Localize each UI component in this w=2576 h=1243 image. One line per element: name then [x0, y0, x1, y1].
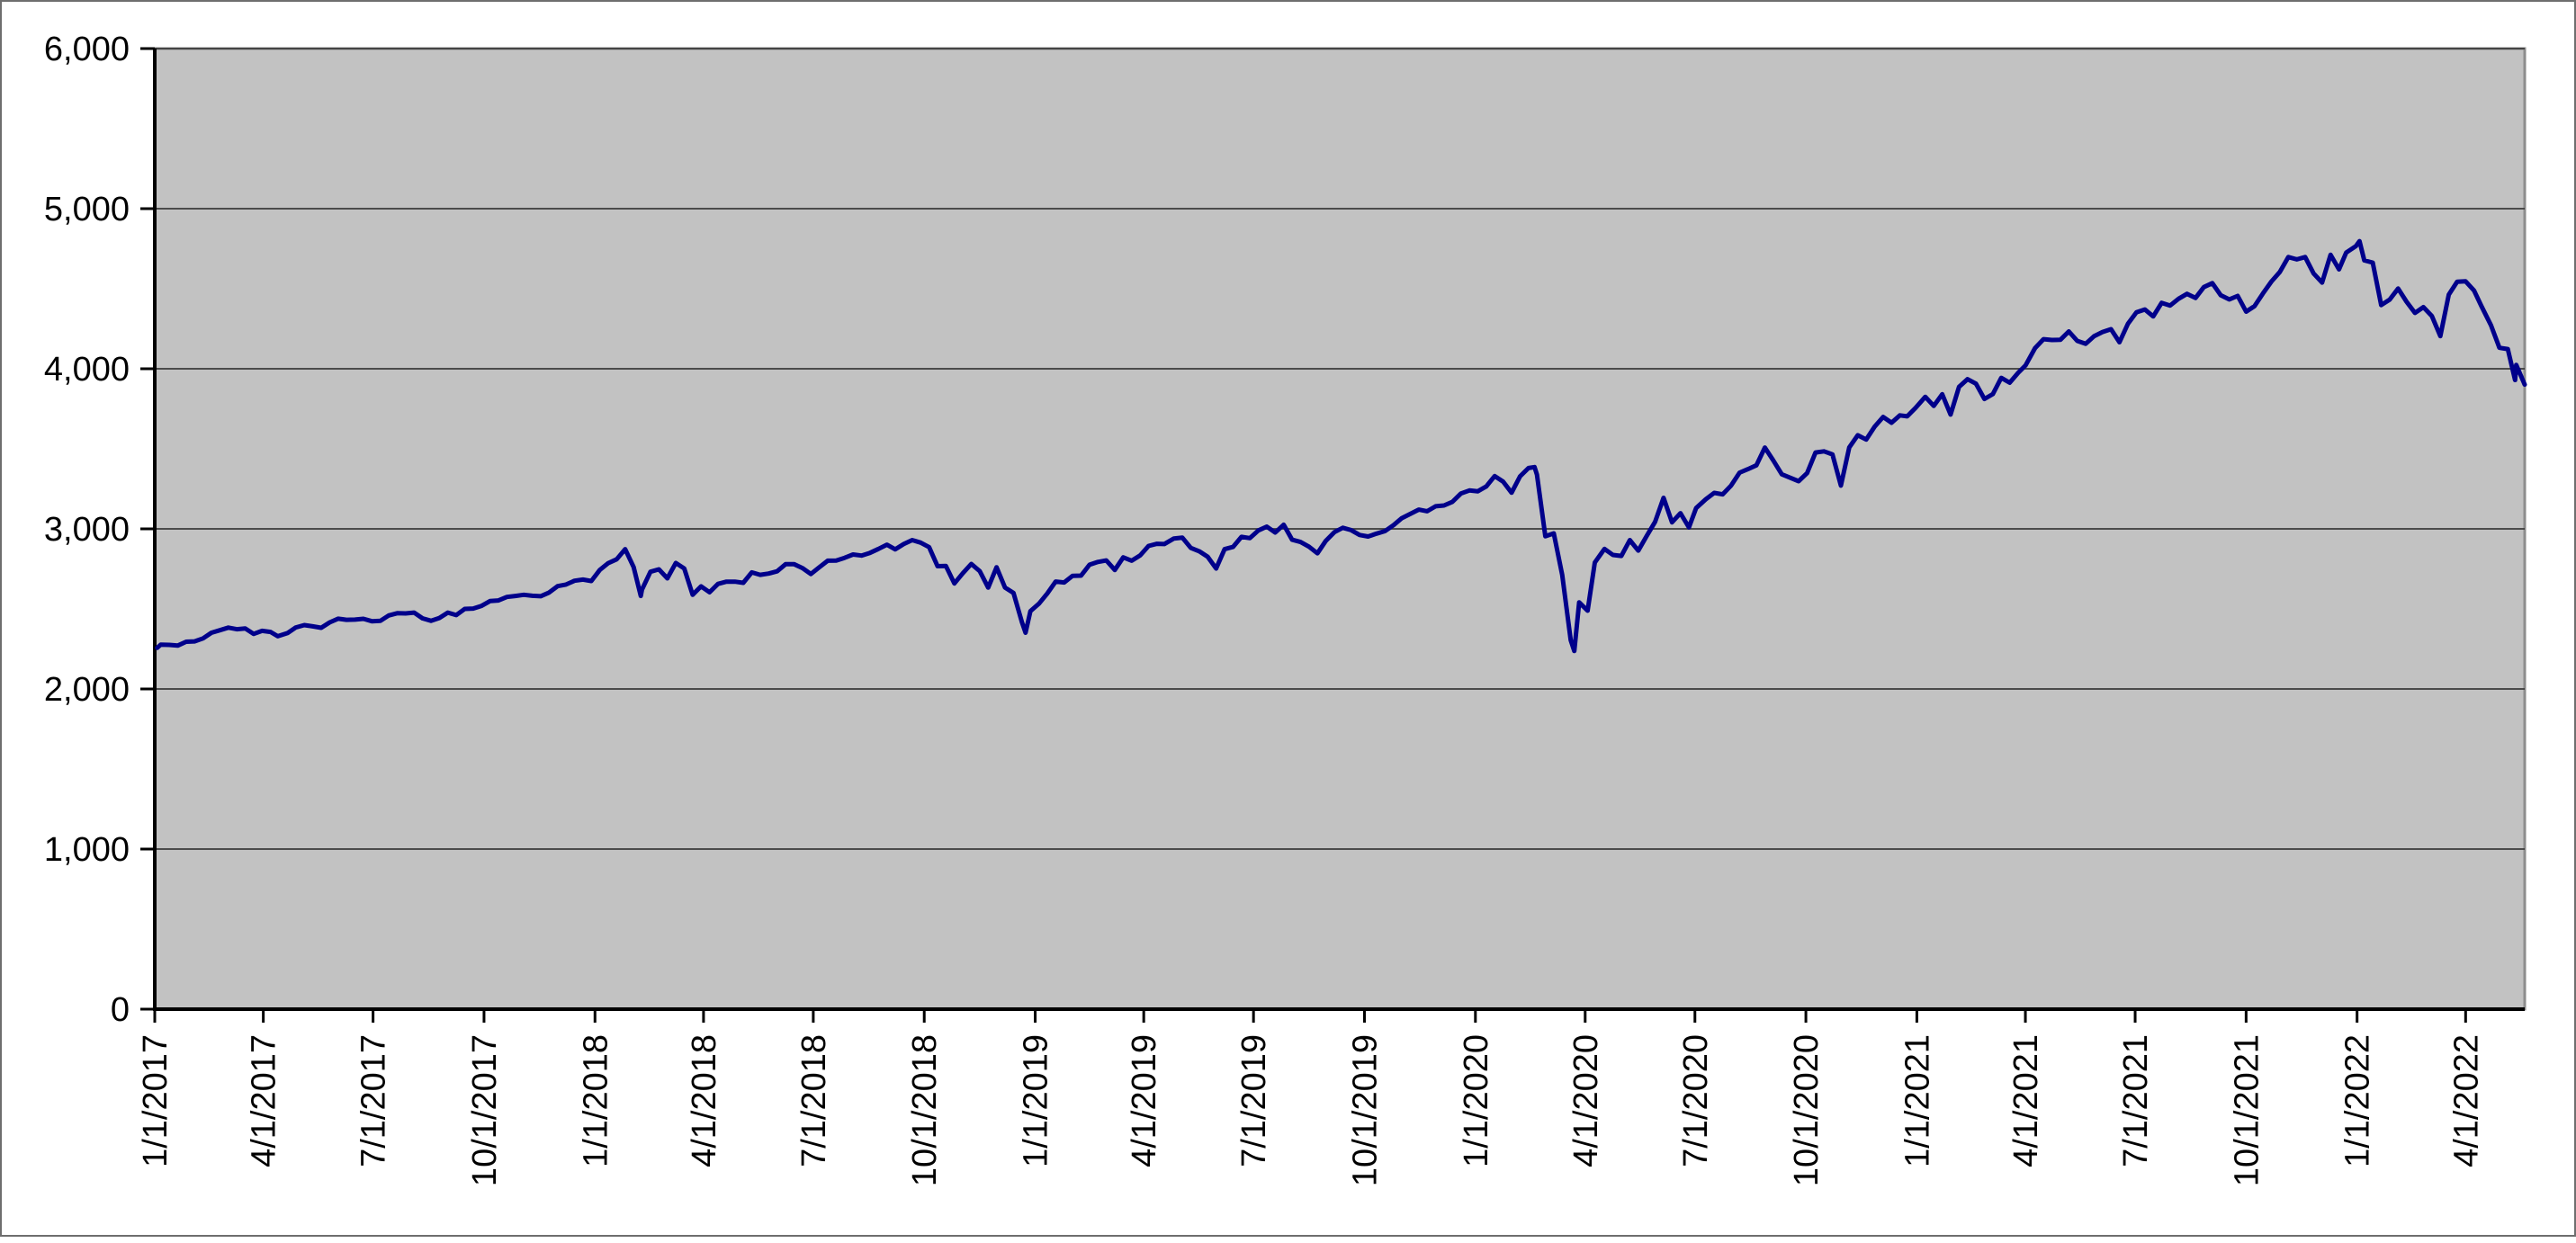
x-axis-tick-label: 10/1/2019: [1346, 1034, 1384, 1186]
x-axis-tick-label: 7/1/2018: [795, 1034, 833, 1167]
x-axis-tick-label: 1/1/2018: [577, 1034, 615, 1167]
x-axis-tick-label: 7/1/2017: [355, 1034, 393, 1167]
x-axis-tick-label: 4/1/2017: [246, 1034, 283, 1167]
price-line-series: [155, 238, 2527, 654]
y-axis-tick-label: 3,000: [44, 511, 130, 549]
x-axis-tick-label: 10/1/2017: [466, 1034, 504, 1186]
x-axis-tick-label: 4/1/2019: [1126, 1034, 1163, 1167]
x-axis-tick-label: 7/1/2019: [1235, 1034, 1273, 1167]
x-axis-tick-label: 4/1/2018: [686, 1034, 723, 1167]
x-axis-tick-label: 4/1/2021: [2007, 1034, 2045, 1167]
x-axis-tick-label: 7/1/2021: [2117, 1034, 2155, 1167]
y-axis-tick-label: 1,000: [44, 831, 130, 869]
x-axis-tick-label: 1/1/2020: [1458, 1034, 1495, 1167]
y-axis-tick-label: 4,000: [44, 351, 130, 389]
y-axis-tick-label: 6,000: [44, 31, 130, 68]
y-axis-tick-label: 5,000: [44, 191, 130, 228]
x-axis-tick-label: 1/1/2019: [1018, 1034, 1055, 1167]
x-axis-tick-label: 4/1/2020: [1567, 1034, 1605, 1167]
x-axis-tick-label: 1/1/2017: [137, 1034, 175, 1167]
x-axis-tick-label: 10/1/2018: [906, 1034, 944, 1186]
x-axis-tick-label: 1/1/2022: [2339, 1034, 2377, 1167]
x-axis-tick-label: 10/1/2021: [2228, 1034, 2266, 1186]
x-axis-tick-label: 4/1/2022: [2447, 1034, 2485, 1167]
x-axis-tick-label: 1/1/2021: [1898, 1034, 1936, 1167]
x-axis-tick-label: 7/1/2020: [1677, 1034, 1715, 1167]
y-axis-tick-label: 0: [111, 991, 130, 1029]
y-axis-tick-label: 2,000: [44, 671, 130, 709]
x-axis-tick-label: 10/1/2020: [1788, 1034, 1826, 1186]
